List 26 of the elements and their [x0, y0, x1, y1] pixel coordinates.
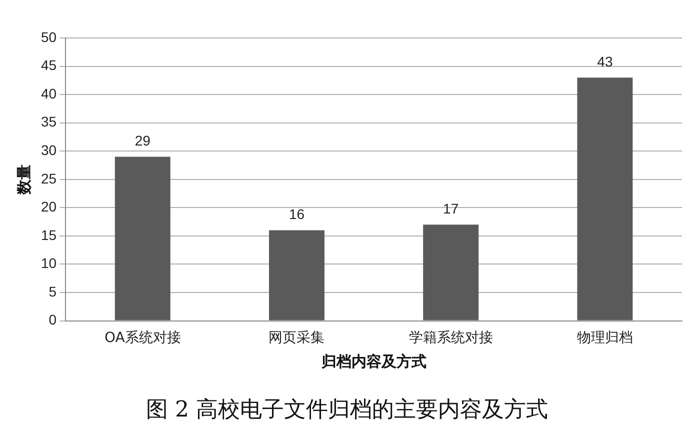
data-label: 29: [134, 132, 151, 149]
bar: [268, 230, 324, 320]
bar: [577, 78, 633, 320]
y-tick-label: 0: [48, 312, 57, 328]
x-axis-title: 归档内容及方式: [320, 352, 426, 370]
data-label: 17: [443, 200, 459, 217]
y-tick-label: 50: [40, 28, 57, 45]
data-label: 43: [597, 53, 613, 70]
x-tick-label: 网页采集: [268, 330, 325, 346]
data-label: 16: [288, 206, 305, 222]
bar: [114, 156, 170, 320]
y-tick-label: 5: [48, 283, 57, 300]
x-tick-label: OA系统对接: [104, 330, 181, 346]
y-tick-label: 25: [40, 170, 57, 186]
y-tick-label: 10: [40, 255, 57, 272]
y-tick-label: 45: [40, 57, 57, 74]
x-tick-label: 学籍系统对接: [408, 330, 493, 346]
y-tick-label: 40: [40, 85, 57, 102]
y-tick-label: 15: [40, 226, 57, 243]
y-tick-label: 30: [40, 142, 57, 158]
y-axis-title: 数量: [14, 164, 33, 196]
y-tick-label: 20: [40, 198, 57, 215]
y-tick-label: 35: [40, 114, 57, 130]
text: 图 2 高校电子文件归档的主要内容及方式: [146, 398, 548, 423]
bar: [423, 224, 479, 320]
x-tick-label: 物理归档: [576, 330, 633, 346]
